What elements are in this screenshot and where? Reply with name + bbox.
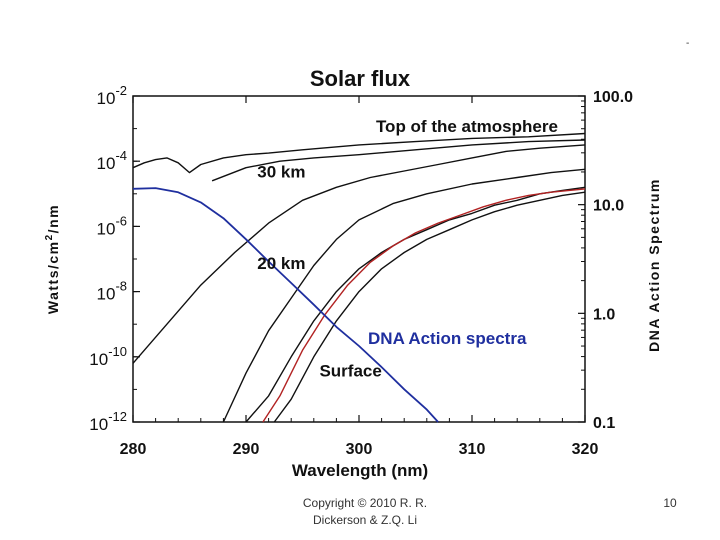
x-tick-label: 290 [233, 441, 260, 458]
x-tick-label: 300 [346, 441, 373, 458]
x-axis-ticks: 280 290 300 310 320 [120, 96, 599, 458]
copyright-notice: Copyright © 2010 R. R. Dickerson & Z.Q. … [250, 495, 480, 529]
series-line-5 [262, 188, 586, 423]
y-axis-label-base: Watts/cm [45, 240, 61, 314]
y-tick-label: 10-2 [97, 83, 127, 108]
series-line-6 [273, 191, 586, 423]
series-line-2 [132, 144, 586, 364]
y-tick-exponent: -10 [108, 344, 127, 359]
x-tick-label: 280 [120, 441, 147, 458]
annotation-label: Surface [319, 361, 381, 380]
annotation-label: 30 km [257, 163, 305, 182]
y2-axis-ticks: 100.0 10.0 1.0 0.1 [578, 89, 633, 432]
x-tick-label: 320 [572, 441, 599, 458]
y-tick-label: 10-12 [89, 409, 127, 434]
annotations: Top of the atmosphere 30 km 20 km Surface DN… [257, 117, 558, 380]
y-tick-label: 10-6 [97, 213, 127, 238]
annotation-label: DNA Action spectra [368, 329, 527, 348]
y-tick-exponent: -6 [115, 213, 127, 228]
y2-tick-label: 1.0 [593, 306, 615, 323]
y-tick-exponent: -8 [115, 279, 127, 294]
y-tick-exponent: -4 [115, 148, 127, 163]
chart-title: Solar flux [310, 66, 411, 91]
y-axis-label-tail: /nm [45, 204, 61, 233]
series-line-7 [132, 187, 439, 423]
copyright-line-2: Dickerson & Z.Q. Li [312, 513, 418, 527]
y-tick-base: 10 [89, 350, 108, 369]
y-tick-base: 10 [97, 154, 116, 173]
series-line-4 [245, 186, 586, 423]
y2-axis-label: DNA Action Spectrum [646, 178, 662, 352]
y-tick-exponent: -12 [108, 409, 127, 424]
series-line-0 [132, 132, 586, 174]
y-axis-label: Watts/cm2/nm [44, 204, 61, 314]
series-lines [132, 132, 586, 423]
series-line-1 [211, 139, 586, 182]
y-tick-base: 10 [89, 415, 108, 434]
y-tick-exponent: -2 [115, 83, 127, 98]
x-tick-label: 310 [459, 441, 486, 458]
annotation-label: Top of the atmosphere [376, 117, 558, 136]
y2-tick-label: 10.0 [593, 198, 624, 215]
annotation-label: 20 km [257, 254, 305, 273]
y-axis-label-sup: 2 [44, 233, 55, 240]
y-tick-base: 10 [97, 89, 116, 108]
x-axis-label: Wavelength (nm) [292, 461, 428, 480]
y2-tick-label: 100.0 [593, 89, 633, 106]
series-line-3 [222, 168, 586, 423]
copyright-line-1: Copyright © 2010 R. R. [302, 496, 428, 510]
y-tick-label: 10-10 [89, 344, 127, 369]
y-tick-label: 10-8 [97, 279, 127, 304]
page-number: 10 [663, 496, 677, 510]
y2-tick-label: 0.1 [593, 415, 615, 432]
y-tick-label: 10-4 [97, 148, 127, 173]
corner-mark: - [686, 38, 690, 49]
y-tick-base: 10 [97, 219, 116, 238]
y-tick-base: 10 [97, 285, 116, 304]
